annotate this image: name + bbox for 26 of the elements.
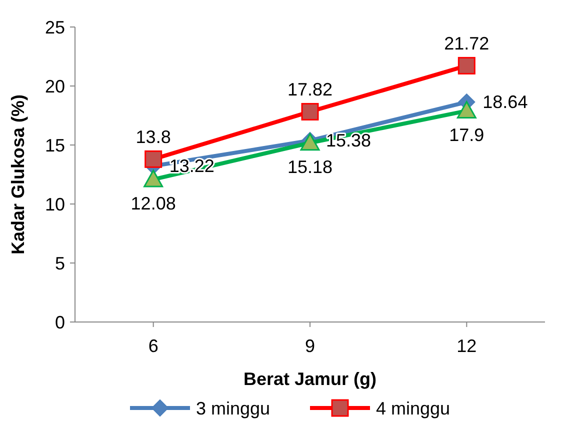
y-tick-label: 0 xyxy=(54,312,65,332)
data-label: 18.64 xyxy=(482,92,528,112)
point xyxy=(144,150,162,168)
legend-label: 3 minggu xyxy=(196,398,270,418)
x-tick-label: 9 xyxy=(304,336,316,356)
data-label: 21.72 xyxy=(444,34,490,54)
y-tick-label: 10 xyxy=(44,194,65,214)
x-tick-label: 6 xyxy=(148,336,158,356)
y-tick-label: 5 xyxy=(54,253,65,274)
point xyxy=(458,56,476,74)
x-tick-label: 12 xyxy=(456,336,477,356)
y-tick-label: 25 xyxy=(44,17,65,38)
y-axis-title: Kadar Glukosa (%) xyxy=(8,94,28,255)
data-label: 15.38 xyxy=(326,130,372,151)
point xyxy=(144,170,164,188)
data-label: 15.18 xyxy=(287,156,333,177)
point xyxy=(301,102,319,120)
data-label: 12.08 xyxy=(130,193,176,214)
data-label: 13.8 xyxy=(136,127,171,148)
data-label: 17.9 xyxy=(449,124,484,145)
data-label: 17.82 xyxy=(287,80,333,100)
point xyxy=(456,101,476,119)
legend-label: 4 minggu xyxy=(376,398,450,418)
x-axis-title: Berat Jamur (g) xyxy=(243,369,377,389)
y-tick-label: 15 xyxy=(44,135,65,156)
y-tick-label: 20 xyxy=(44,76,65,96)
